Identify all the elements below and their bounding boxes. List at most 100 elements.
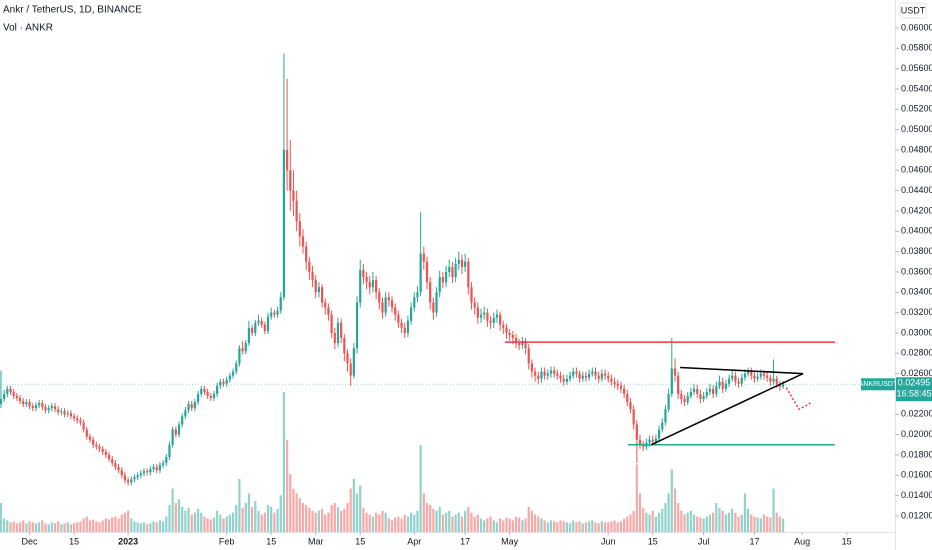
volume-bar: [721, 510, 724, 532]
volume-bar: [766, 516, 769, 532]
x-tick-label: 17: [749, 536, 759, 546]
volume-bar: [127, 510, 130, 532]
volume-bar: [514, 516, 518, 532]
candle-body: [406, 320, 410, 333]
volume-bar: [276, 508, 279, 532]
volume-bar: [727, 512, 731, 532]
volume-bar: [429, 504, 432, 532]
candle-body: [362, 269, 365, 278]
candle-body: [41, 403, 44, 408]
volume-bar: [692, 514, 696, 532]
candle-body: [753, 375, 756, 379]
candle-body: [756, 376, 759, 379]
candle-body: [25, 402, 28, 405]
candle-body: [518, 343, 521, 346]
candle-body: [66, 413, 69, 415]
candle-body: [731, 375, 734, 379]
volume-bar: [63, 523, 66, 532]
drawing-line: [650, 372, 804, 446]
candle-body: [572, 371, 575, 376]
volume-bar: [629, 514, 632, 532]
volume-bar: [193, 512, 197, 532]
candle-body: [588, 373, 591, 378]
candle-body: [142, 471, 146, 474]
candle-body: [740, 377, 743, 384]
candle-body: [623, 388, 626, 394]
candle-body: [521, 341, 524, 346]
candle-body: [715, 385, 718, 394]
volume-bar: [50, 522, 53, 532]
volume-bar: [12, 521, 15, 532]
volume-bar: [352, 478, 355, 532]
candle-body: [530, 363, 534, 372]
volume-bar: [82, 518, 85, 532]
x-tick-label: 15: [355, 536, 365, 546]
volume-bar: [699, 517, 702, 532]
volume-bar: [203, 516, 206, 532]
volume-bar: [279, 495, 282, 532]
candle-body: [177, 424, 181, 435]
volume-bar: [266, 504, 270, 532]
volume-bar: [565, 522, 568, 532]
volume-bar: [632, 510, 635, 532]
volume-bar: [6, 520, 9, 532]
candle-body: [127, 480, 130, 483]
volume-bar: [623, 518, 626, 532]
candle-body: [235, 363, 238, 372]
volume-bar: [603, 522, 607, 532]
candle-body: [651, 439, 654, 442]
volume-bar: [31, 522, 34, 532]
candle-body: [3, 393, 6, 400]
candle-body: [775, 378, 778, 384]
candle-body: [244, 343, 247, 352]
candle-body: [667, 393, 670, 410]
volume-bar: [584, 522, 588, 532]
candle-body: [511, 334, 514, 339]
candle-body: [31, 406, 34, 409]
candle-body: [724, 383, 727, 389]
volume-bar: [425, 503, 429, 532]
volume-bar: [158, 520, 162, 532]
volume-bar: [762, 514, 766, 532]
candle-body: [292, 190, 295, 201]
x-tick-label: 15: [648, 536, 658, 546]
volume-bar: [0, 503, 3, 532]
candle-body: [85, 429, 88, 437]
candle-body: [203, 388, 206, 392]
candle-body: [216, 385, 219, 394]
volume-bar: [260, 514, 263, 532]
volume-bar: [327, 512, 330, 532]
volume-bar: [349, 488, 352, 532]
candle-body: [209, 395, 212, 399]
candle-body: [28, 402, 31, 407]
candle-body: [556, 373, 559, 376]
volume-bar: [441, 514, 445, 532]
candle-body: [92, 439, 95, 445]
x-tick-label: Jul: [698, 536, 710, 546]
volume-bar: [451, 516, 454, 532]
volume-bar: [381, 510, 384, 532]
volume-bar: [139, 523, 142, 532]
candle-body: [607, 375, 610, 379]
candle-body: [454, 263, 457, 278]
volume-bar: [324, 514, 327, 532]
candle-body: [762, 373, 766, 376]
candle-body: [451, 266, 454, 278]
volume-bar: [613, 520, 616, 532]
volume-bar: [524, 518, 527, 532]
volume-bar: [88, 520, 92, 532]
volume-bar: [161, 521, 165, 532]
candle-body: [508, 332, 511, 335]
volume-bar: [368, 514, 371, 532]
candle-body: [416, 292, 419, 298]
candle-body: [721, 381, 724, 389]
volume-bar: [680, 510, 683, 532]
volume-bar: [731, 508, 734, 532]
y-tick-label: 0.04000: [901, 226, 932, 236]
volume-bar: [718, 507, 721, 532]
volume-bar: [492, 520, 495, 532]
candle-body: [228, 375, 231, 380]
candle-body: [225, 379, 228, 384]
